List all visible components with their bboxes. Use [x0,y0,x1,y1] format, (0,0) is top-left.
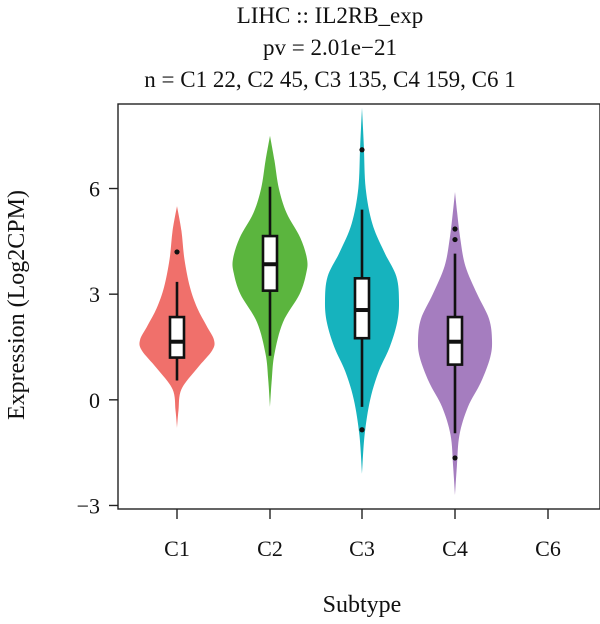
x-tick-label: C3 [349,536,375,561]
x-tick-label: C1 [164,536,190,561]
x-tick-label: C4 [442,536,468,561]
y-tick-label: 0 [89,388,100,413]
outlier-point [359,147,365,153]
x-tick-label: C2 [257,536,283,561]
iqr-box [168,315,186,359]
violin-c2 [232,135,308,407]
plot-frame [117,103,600,510]
outlier-point [452,236,458,243]
chart-title-line-2: pv = 2.01e−21 [263,35,397,60]
x-axis-title: Subtype [323,592,402,618]
x-tick-label: C6 [535,536,561,561]
chart-title-line-3: n = C1 22, C2 45, C3 135, C4 159, C6 1 [144,67,516,92]
outlier-point [452,455,458,461]
violin-c3 [324,107,400,474]
outlier-point [452,226,458,232]
x-axis: C1 C2 C3 C4 C6 [164,509,561,561]
y-axis-title: Expression (Log2CPM) [4,190,30,420]
violin-layer [139,107,493,495]
y-axis: −3 0 3 6 [77,177,118,518]
y-tick-label: 6 [89,177,100,202]
violin-c1 [139,206,215,428]
outlier-point [359,427,365,433]
chart-title-line-1: LIHC :: IL2RB_exp [236,3,424,28]
y-tick-label: 3 [89,282,100,307]
violin-c4 [417,192,493,495]
y-tick-label: −3 [77,493,100,518]
outlier-point [174,249,180,255]
